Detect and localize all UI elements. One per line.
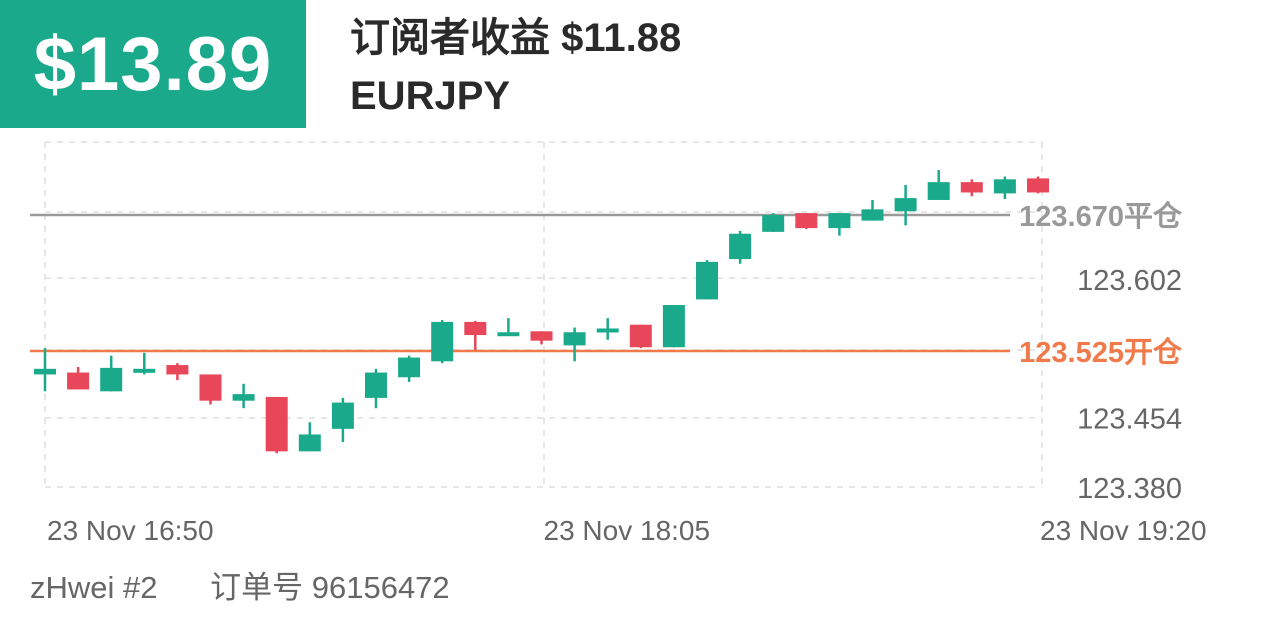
candle-body-6: [232, 394, 255, 401]
user-label: zHwei #2: [30, 570, 158, 605]
footer: zHwei #2 订单号 96156472: [30, 562, 494, 607]
x-tick-label-0: 23 Nov 16:50: [47, 515, 214, 546]
candle-body-14: [497, 332, 520, 337]
candle-body-10: [365, 372, 387, 398]
candle-body-30: [1027, 178, 1049, 193]
candle-body-12: [431, 321, 454, 362]
candle-body-16: [563, 332, 586, 346]
order-label: 订单号 96156472: [210, 570, 450, 605]
candle-body-22: [762, 214, 785, 232]
candle-body-23: [795, 213, 818, 229]
candle-body-15: [530, 331, 553, 341]
candle-body-5: [199, 374, 222, 401]
ref-label-close: 123.670平仓: [1019, 200, 1183, 233]
candle-body-0: [34, 368, 56, 375]
y-tick-label-2: 123.380: [1077, 473, 1182, 505]
y-tick-label-0: 123.602: [1077, 265, 1182, 297]
profit-box: $13.89: [0, 0, 306, 128]
candle-body-9: [331, 402, 354, 429]
candle-body-3: [133, 368, 156, 373]
candle-body-4: [166, 365, 189, 375]
candle-body-24: [828, 213, 851, 229]
candle-body-28: [960, 182, 983, 193]
candle-body-13: [464, 321, 487, 336]
x-tick-label-1: 23 Nov 18:05: [544, 515, 711, 546]
ref-label-open: 123.525开仓: [1019, 336, 1183, 369]
candle-body-26: [894, 198, 917, 212]
candle-body-27: [927, 182, 950, 200]
y-tick-label-1: 123.454: [1077, 404, 1182, 436]
candle-body-20: [696, 261, 718, 300]
candle-body-17: [596, 328, 619, 333]
candle-body-18: [629, 324, 652, 348]
candle-body-29: [993, 179, 1016, 194]
subscriber-profit: 订阅者收益 $11.88: [350, 16, 682, 60]
candle-body-2: [100, 367, 123, 392]
candle-body-25: [861, 209, 884, 221]
x-tick-label-2: 23 Nov 19:20: [1040, 515, 1207, 546]
header-text: 订阅者收益 $11.88 EURJPY: [350, 12, 681, 122]
candle-body-7: [265, 396, 288, 452]
candle-body-8: [298, 434, 321, 452]
candle-body-1: [67, 372, 90, 390]
candlestick-chart: 123.670平仓 123.525开仓 123.602 123.454 123.380 2…: [30, 141, 1207, 546]
candle-body-19: [662, 305, 685, 348]
candle-body-21: [729, 233, 752, 260]
profit-value: $13.89: [33, 21, 273, 107]
candle-body-11: [398, 357, 421, 378]
symbol-label: EURJPY: [350, 74, 511, 118]
